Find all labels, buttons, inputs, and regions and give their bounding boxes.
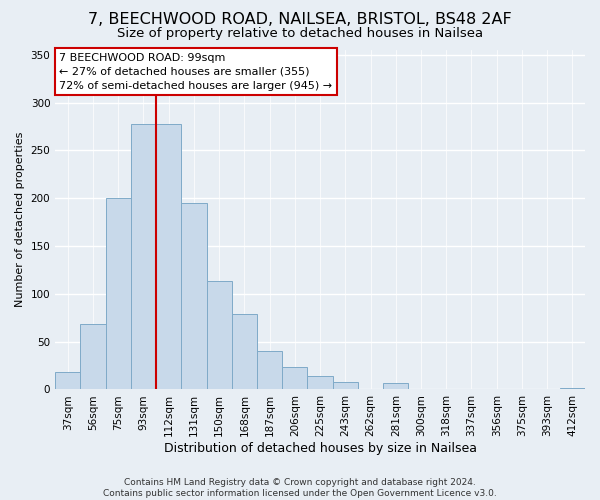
Text: Size of property relative to detached houses in Nailsea: Size of property relative to detached ho… [117, 28, 483, 40]
Bar [55, 372, 80, 390]
Bar [80, 324, 106, 390]
Bar [383, 383, 409, 390]
Bar [560, 388, 585, 390]
Bar [156, 124, 181, 390]
Y-axis label: Number of detached properties: Number of detached properties [15, 132, 25, 308]
X-axis label: Distribution of detached houses by size in Nailsea: Distribution of detached houses by size … [164, 442, 476, 455]
Text: Contains HM Land Registry data © Crown copyright and database right 2024.
Contai: Contains HM Land Registry data © Crown c… [103, 478, 497, 498]
Bar [181, 203, 206, 390]
Bar [257, 351, 282, 390]
Bar [106, 198, 131, 390]
Bar [332, 382, 358, 390]
Bar [131, 124, 156, 390]
Text: 7 BEECHWOOD ROAD: 99sqm
← 27% of detached houses are smaller (355)
72% of semi-d: 7 BEECHWOOD ROAD: 99sqm ← 27% of detache… [59, 53, 332, 91]
Bar [232, 314, 257, 390]
Bar [282, 366, 307, 390]
Bar [307, 376, 332, 390]
Bar [206, 282, 232, 390]
Text: 7, BEECHWOOD ROAD, NAILSEA, BRISTOL, BS48 2AF: 7, BEECHWOOD ROAD, NAILSEA, BRISTOL, BS4… [88, 12, 512, 28]
